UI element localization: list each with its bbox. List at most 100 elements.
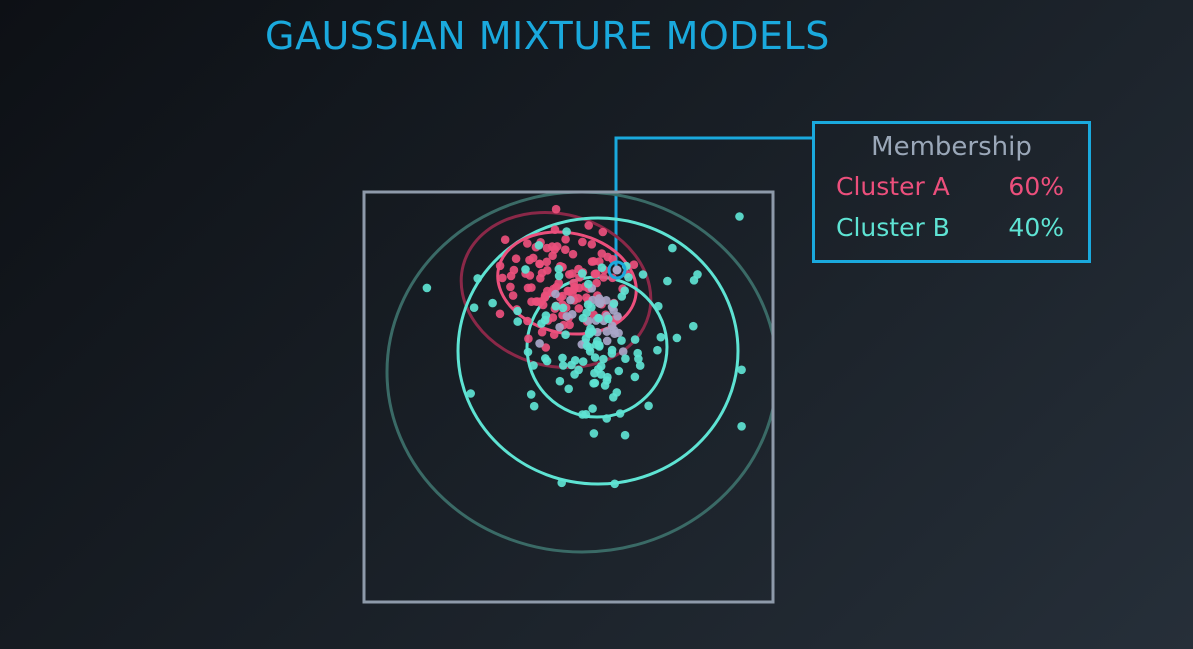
cluster-b-point [555,376,565,386]
cluster-a-point [568,249,578,259]
cluster-a-point [558,291,567,301]
cluster-b-point [541,311,551,320]
cluster-b-point [513,306,522,316]
cluster-b-point [610,479,619,489]
cluster-a-point [523,239,532,248]
cluster-b-point [630,372,640,382]
cluster-b-point [588,404,597,413]
cluster-b-label: Cluster B [836,213,950,242]
cluster-b-point [604,314,613,324]
cluster-a-point [561,235,570,244]
cluster-b-point [529,361,538,370]
membership-title: Membership [871,132,1032,162]
cluster-b-point [585,347,595,356]
cluster-b-point [635,361,645,370]
mixed-point [595,299,605,309]
cluster-b-point [578,410,587,419]
membership-row-cluster-a: Cluster A 60% [836,172,1064,208]
cluster-b-point [561,330,570,340]
cluster-b-point [596,370,606,379]
cluster-b-point [590,378,600,388]
cluster-b-point [473,274,483,283]
plot-area [385,192,773,554]
cluster-b-point [663,276,672,286]
cluster-a-point [551,204,561,214]
cluster-a-point [542,257,552,267]
mixed-point [551,289,560,299]
mixed-point [618,347,628,356]
cluster-a-point [561,245,570,254]
cluster-b-point [422,283,432,293]
cluster-b-point [523,347,533,357]
connector-line [614,136,814,268]
cluster-a-label: Cluster A [836,172,950,201]
cluster-a-point [543,286,552,296]
highlighted-point-ring [607,260,627,280]
cluster-a-point [498,273,507,283]
cluster-b-contour-outer [385,192,773,554]
cluster-b-percent: 40% [1008,213,1064,242]
cluster-b-point [609,299,619,309]
cluster-b-point [615,409,625,418]
cluster-a-point [565,270,574,279]
cluster-b-point [602,376,612,385]
cluster-a-point [543,266,552,275]
cluster-b-point [737,422,746,431]
mixed-point [566,295,575,305]
cluster-b-point [562,227,571,236]
cluster-a-point [569,285,579,294]
cluster-a-point [523,283,533,293]
page-title: GAUSSIAN MIXTURE MODELS [265,14,830,58]
cluster-a-point [603,252,612,262]
cluster-b-point [567,360,576,370]
cluster-b-point [488,298,497,308]
cluster-b-point [656,332,666,342]
cluster-b-point [594,313,603,323]
cluster-a-point [525,255,534,265]
cluster-b-point [583,300,593,309]
cluster-a-point [565,320,574,330]
cluster-b-point [607,345,617,355]
cluster-a-point [531,297,541,306]
cluster-b-point [595,342,604,351]
cluster-a-point [536,274,545,283]
cluster-b-point [558,361,568,370]
cluster-b-contour-middle [456,216,740,486]
cluster-a-point [574,304,584,313]
cluster-b-point [654,301,663,311]
cluster-b-point [587,327,597,336]
cluster-a-point [500,235,510,244]
cluster-b-point [554,271,564,281]
membership-panel: Membership Cluster A 60% Cluster B 40% [812,121,1091,263]
mixed-point [609,306,618,315]
cluster-a-point [537,327,547,337]
cluster-a-point [552,242,562,251]
data-points [422,204,746,489]
cluster-b-point [578,357,588,366]
cluster-a-point [495,261,505,271]
cluster-b-point [620,286,629,296]
mixed-point [602,336,612,346]
cluster-a-point [591,269,601,279]
cluster-a-point [549,330,559,340]
cluster-b-point [589,429,599,438]
cluster-b-point [624,273,633,282]
cluster-a-point [535,259,544,269]
cluster-a-point [599,273,608,282]
cluster-b-point [633,348,642,358]
cluster-a-percent: 60% [1008,172,1064,201]
cluster-b-point [554,264,564,274]
mixed-point [555,322,564,332]
cluster-b-point [644,401,653,411]
cluster-b-point [564,384,573,394]
cluster-a-point [584,221,593,230]
mixed-point [535,339,544,348]
cluster-a-point [524,334,533,344]
cluster-b-point [541,354,550,363]
cluster-b-point [735,212,744,221]
plot-border [362,190,775,604]
cluster-b-point [693,270,702,279]
mixed-point [602,327,612,336]
cluster-b-point [557,478,566,488]
cluster-b-point [617,336,626,345]
